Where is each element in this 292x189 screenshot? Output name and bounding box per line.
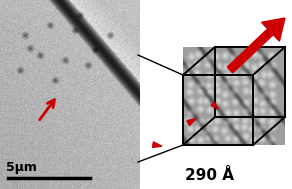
Text: 290 Å: 290 Å [185,168,234,183]
Polygon shape [187,119,196,125]
Polygon shape [152,142,162,147]
Polygon shape [227,18,285,73]
Polygon shape [211,102,218,109]
Text: 5μm: 5μm [6,161,37,174]
